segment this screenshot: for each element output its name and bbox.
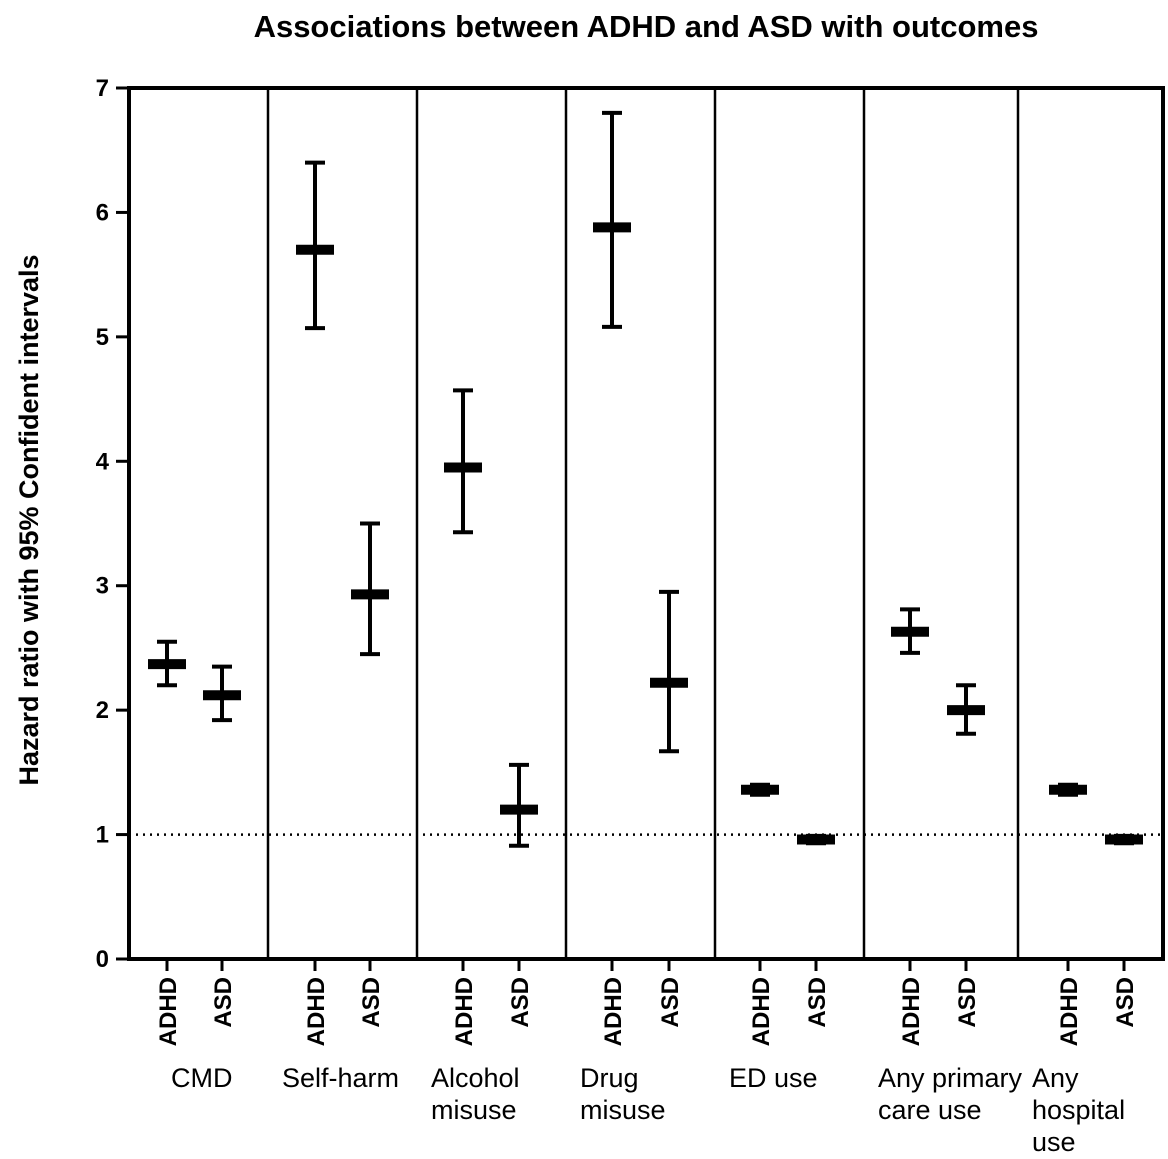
group-label: Alcohol <box>431 1063 520 1093</box>
error-bar-asd <box>203 664 241 723</box>
x-tick-label-adhd: ADHD <box>748 977 775 1046</box>
y-tick-label: 0 <box>96 946 109 973</box>
error-bar-asd <box>947 683 985 736</box>
x-tick-label-adhd: ADHD <box>600 977 627 1046</box>
error-bar-asd <box>797 833 835 846</box>
group-label: Drug <box>580 1063 639 1093</box>
group-label: use <box>1032 1127 1076 1157</box>
y-tick-label: 3 <box>96 573 109 600</box>
group-label: misuse <box>431 1095 517 1125</box>
y-tick-label: 4 <box>96 448 110 475</box>
y-tick-label: 7 <box>96 75 109 102</box>
y-tick-label: 2 <box>96 697 109 724</box>
x-tick-label-asd: ASD <box>1112 977 1139 1028</box>
y-tick-label: 6 <box>96 199 109 226</box>
error-bar-asd <box>650 589 688 754</box>
error-bar-adhd <box>444 388 482 535</box>
x-tick-label-asd: ASD <box>507 977 534 1028</box>
error-bar-adhd <box>891 607 929 655</box>
error-bar-adhd <box>296 160 334 331</box>
chart-title: Associations between ADHD and ASD with o… <box>254 9 1039 44</box>
group-label: Self-harm <box>282 1063 399 1093</box>
group-label: care use <box>878 1095 982 1125</box>
error-bar-asd <box>500 762 538 848</box>
x-tick-label-asd: ASD <box>358 977 385 1028</box>
group-label: misuse <box>580 1095 666 1125</box>
group-label: CMD <box>171 1063 233 1093</box>
x-tick-label-adhd: ADHD <box>155 977 182 1046</box>
error-bar-adhd <box>593 110 631 329</box>
x-tick-label-asd: ASD <box>804 977 831 1028</box>
group-label: ED use <box>729 1063 818 1093</box>
group-label: hospital <box>1032 1095 1125 1125</box>
y-tick-label: 1 <box>96 822 109 849</box>
x-tick-label-adhd: ADHD <box>303 977 330 1046</box>
x-tick-label-adhd: ADHD <box>898 977 925 1046</box>
plot-frame <box>127 86 1165 961</box>
error-bar-asd <box>351 521 389 657</box>
plot-area: 0 1 2 3 4 5 6 7 ADHD ASD CMD ADHD ASD Self-harm ADHD AS… <box>96 75 1165 1157</box>
y-tick-label: 5 <box>96 324 109 351</box>
group-label: Any <box>1032 1063 1079 1093</box>
x-tick-label-asd: ASD <box>657 977 684 1028</box>
error-bar-asd <box>1105 833 1143 846</box>
group-label: Any primary <box>878 1063 1023 1093</box>
y-axis-label: Hazard ratio with 95% Confident interval… <box>14 254 44 785</box>
x-tick-label-adhd: ADHD <box>451 977 478 1046</box>
error-bar-adhd <box>148 639 186 688</box>
error-bar-adhd <box>741 782 779 797</box>
x-tick-label-adhd: ADHD <box>1056 977 1083 1046</box>
x-tick-label-asd: ASD <box>210 977 237 1028</box>
error-bar-adhd <box>1049 782 1087 797</box>
x-tick-label-asd: ASD <box>954 977 981 1028</box>
